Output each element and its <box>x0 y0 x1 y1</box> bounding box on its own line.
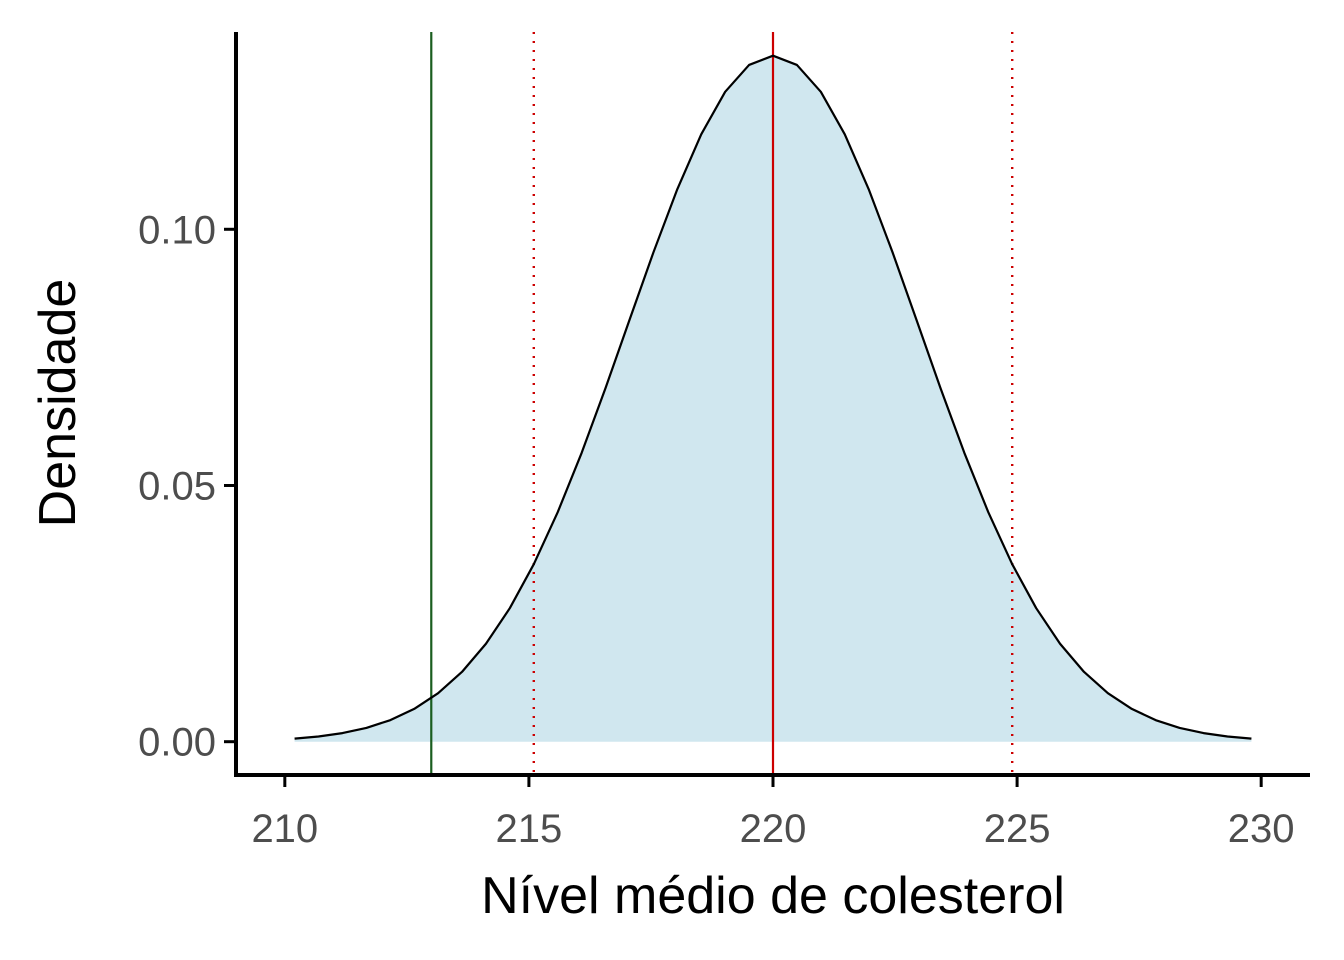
density-curve <box>294 54 1252 740</box>
x-tick-label-220: 220 <box>740 807 807 851</box>
x-tick-label-210: 210 <box>251 807 318 851</box>
x-tick-label-215: 215 <box>496 807 563 851</box>
y-tick-label-0.10: 0.10 <box>138 208 216 252</box>
y-axis-title: Densidade <box>29 279 87 528</box>
axes: 210 215 220 225 230 0.00 0.05 0.10 <box>138 32 1310 851</box>
x-tick-label-230: 230 <box>1228 807 1295 851</box>
y-tick-label-0.05: 0.05 <box>138 464 216 508</box>
x-tick-label-225: 225 <box>984 807 1051 851</box>
y-tick-label-0.00: 0.00 <box>138 721 216 765</box>
x-axis-title: Nível médio de colesterol <box>481 867 1065 925</box>
plot-area <box>294 32 1252 775</box>
